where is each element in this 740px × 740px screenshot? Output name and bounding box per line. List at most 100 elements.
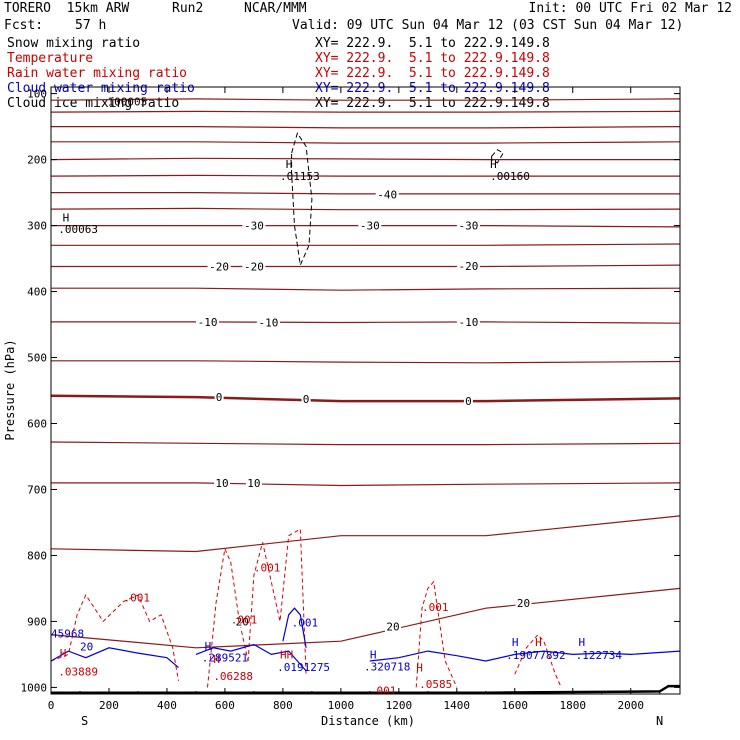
temperature-label-bg	[456, 259, 480, 272]
temperature-contour--45	[50, 174, 680, 177]
temperature-contour-5	[50, 441, 681, 446]
field-temperature-name: Temperature	[7, 51, 94, 66]
temperature-label: -10	[458, 316, 478, 329]
field-value-label: .06288	[213, 670, 253, 683]
temperature-label-bg	[456, 219, 480, 232]
x-tick-label: 1800	[560, 699, 587, 712]
temperature-label: -20	[458, 260, 478, 273]
field-rain-name: Rain water mixing ratio	[7, 66, 188, 81]
temperature-label: 0	[465, 395, 472, 408]
field-value-label: H	[205, 640, 212, 653]
temperature-label: 20	[386, 621, 399, 634]
x-tick-label: 800	[273, 699, 293, 712]
field-value-label: H	[286, 158, 293, 171]
temperature-label: -20	[244, 260, 264, 273]
x-axis-left-end: S	[81, 714, 88, 728]
temperature-contour--20	[51, 264, 681, 268]
temperature-label-bg	[515, 596, 532, 609]
header-org: NCAR/MMM	[244, 1, 307, 16]
temperature-contour--70	[50, 110, 681, 113]
y-tick-label: 600	[27, 417, 47, 430]
rain-contour-rain-4	[415, 580, 458, 688]
field-value-label: H	[416, 662, 423, 675]
y-axis-label: Pressure (hPa)	[3, 339, 17, 440]
temperature-contour-0	[50, 394, 681, 403]
field-value-label: 20	[80, 640, 93, 653]
temperature-label: -30	[244, 220, 264, 233]
temperature-contour-15	[50, 515, 681, 553]
temperature-label: -40	[377, 189, 397, 202]
field-value-label: H	[370, 648, 377, 661]
temperature-label-bg	[207, 260, 231, 273]
x-tick-label: 1000	[328, 699, 355, 712]
temperature-label-bg	[242, 260, 266, 273]
field-cloud-water-name: Cloud water mixing ratio	[7, 81, 195, 96]
rain-contour-rain-3	[247, 528, 307, 675]
temperature-contour--25	[51, 243, 681, 246]
field-value-label: .03889	[58, 666, 98, 679]
temperature-label-bg	[385, 620, 402, 633]
field-value-label: .001	[292, 617, 319, 630]
terrain-surface	[51, 684, 680, 694]
temperature-label: -10	[258, 317, 278, 330]
y-tick-label: 100	[27, 88, 47, 101]
x-tick-label: 1200	[386, 699, 413, 712]
temperature-label-bg	[214, 476, 231, 489]
field-value-label: .01153	[280, 170, 320, 183]
header-fcst-label: Fcst:	[4, 18, 44, 33]
temperature-label-bg	[242, 219, 266, 232]
temperature-contour--55	[51, 141, 681, 144]
field-value-label: H	[490, 158, 497, 171]
field-value-label: H	[535, 636, 542, 649]
field-value-label: .001	[123, 592, 150, 605]
cloud-water-contour-cw-2	[195, 643, 307, 672]
field-temperature-xy: XY= 222.9. 5.1 to 222.9.149.8	[315, 51, 550, 66]
x-tick-label: 2000	[617, 699, 644, 712]
field-value-label: H	[579, 636, 586, 649]
rain-contour-rain-2	[207, 547, 249, 688]
temperature-label-bg	[214, 391, 224, 404]
field-value-label: 100005	[108, 96, 148, 109]
field-value-label: 45968	[51, 627, 84, 640]
field-value-label: .001	[422, 601, 449, 614]
x-tick-label: 0	[48, 699, 55, 712]
temperature-contour--35	[50, 207, 681, 211]
temperature-contour--50	[50, 157, 680, 161]
rain-contour-rain-5	[514, 633, 562, 688]
field-value-label: H	[512, 636, 519, 649]
temperature-label: 10	[247, 477, 260, 490]
header-title: TORERO 15km ARW	[4, 1, 130, 16]
y-tick-label: 1000	[21, 681, 48, 694]
field-value-label: .001	[254, 561, 281, 574]
field-value-label: .0191275	[277, 661, 330, 674]
x-tick-label: 600	[215, 699, 235, 712]
header-init: Init: 00 UTC Fri 02 Mar 12	[528, 1, 733, 16]
temperature-contour--10	[51, 321, 681, 324]
field-snow-name: Snow mixing ratio	[7, 36, 141, 51]
cloud-water-contour-cw-4	[369, 650, 681, 662]
field-value-label: .001	[370, 685, 397, 698]
temperature-contour--15	[51, 287, 681, 291]
x-axis-right-end: N	[656, 714, 663, 728]
x-tick-label: 200	[99, 699, 119, 712]
header-run: Run2	[172, 1, 204, 16]
temperature-label-bg	[245, 476, 262, 489]
temperature-contour-10	[51, 482, 681, 487]
cloud-water-contour-cw-3	[282, 607, 307, 648]
temperature-label: -20	[209, 260, 229, 273]
x-axis-label: Distance (km)	[321, 714, 415, 728]
temperature-label: 20	[517, 597, 530, 610]
temperature-label-bg	[256, 316, 280, 329]
field-value-label: .289521	[202, 652, 248, 665]
y-tick-label: 500	[27, 352, 47, 365]
plot-frame	[50, 86, 681, 695]
field-value-label: .122734	[576, 649, 623, 662]
field-value-label: .00063	[58, 223, 98, 236]
snow-contour-snow-2	[491, 149, 504, 164]
temperature-contour--60	[51, 126, 681, 129]
y-tick-label: 400	[27, 286, 47, 299]
temperature-label: 20	[236, 615, 249, 628]
temperature-contour--5	[51, 360, 681, 364]
field-value-label: .320718	[364, 660, 410, 673]
